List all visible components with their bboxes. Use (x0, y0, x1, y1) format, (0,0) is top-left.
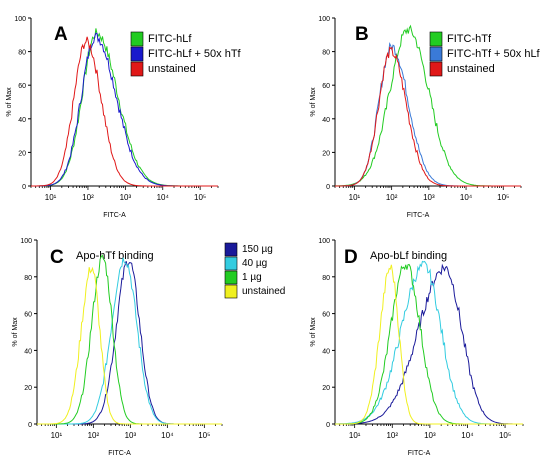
y-tick-label: 100 (318, 16, 330, 23)
x-tick-label: 10¹ (51, 431, 63, 440)
x-tick-label: 10¹ (349, 193, 361, 202)
legend-swatch (429, 46, 443, 62)
legend-label: FITC-hLf (148, 33, 192, 45)
panel-letter: A (54, 24, 68, 45)
y-axis-label: % of Max (6, 87, 13, 117)
y-tick-label: 60 (18, 83, 26, 90)
x-tick-label: 10³ (424, 431, 436, 440)
legend: FITC-hLf FITC-hLf + 50x hTf unstained (130, 31, 242, 77)
legend: FITC-hTf FITC-hTf + 50x hLf unstained (429, 31, 541, 77)
x-tick-label: 10⁵ (497, 193, 509, 202)
histogram-line-3 (335, 263, 523, 425)
y-tick-label: 80 (24, 275, 32, 282)
panel-a: 0 20 40 60 80 100 % of Max 10¹ 10² 10³ 10⁴ 10⁵ FITC-… (6, 16, 242, 219)
legend-swatch (429, 61, 443, 77)
y-tick-label: 0 (326, 422, 330, 429)
legend-swatch (130, 31, 144, 47)
legend-swatch (130, 61, 144, 77)
x-tick-label: 10⁴ (460, 193, 473, 202)
histogram-line-2 (335, 260, 523, 425)
x-tick-label: 10¹ (349, 431, 361, 440)
x-tick-label: 10⁵ (198, 431, 210, 440)
legend-label: 40 µg (242, 258, 267, 269)
y-tick-label: 40 (18, 117, 26, 124)
y-tick-label: 60 (322, 312, 330, 319)
histogram-line-4 (335, 264, 523, 425)
y-tick-label: 80 (322, 275, 330, 282)
legend-swatch (224, 284, 238, 299)
legend-label: FITC-hTf + 50x hLf (447, 48, 541, 60)
x-tick-label: 10³ (125, 431, 137, 440)
panel-title: Apo-hTf binding (76, 250, 154, 262)
histogram-line-3 (335, 46, 521, 187)
y-tick-label: 100 (14, 16, 26, 23)
y-tick-label: 20 (322, 150, 330, 157)
x-tick-label: 10³ (423, 193, 435, 202)
legend-label: unstained (447, 63, 495, 75)
y-tick-label: 100 (20, 238, 32, 245)
y-tick-label: 20 (322, 385, 330, 392)
legend-swatch (224, 256, 238, 271)
legend-label: 1 µg (242, 272, 262, 283)
x-axis-label: FITC-A (408, 450, 431, 456)
panel-letter: B (355, 24, 369, 45)
legend-label: unstained (242, 286, 285, 297)
y-axis-label: % of Max (310, 317, 317, 347)
legend-label: FITC-hLf + 50x hTf (148, 48, 242, 60)
x-tick-label: 10⁴ (161, 431, 174, 440)
y-tick-label: 100 (318, 238, 330, 245)
legend-swatch (429, 31, 443, 47)
y-tick-label: 0 (22, 184, 26, 191)
panel-letter: D (344, 247, 358, 268)
y-axis-label: % of Max (12, 317, 19, 347)
y-tick-label: 60 (24, 312, 32, 319)
x-tick-label: 10⁴ (157, 193, 170, 202)
y-tick-label: 60 (322, 83, 330, 90)
x-axis-label: FITC-A (407, 212, 430, 219)
y-tick-label: 0 (326, 184, 330, 191)
x-tick-label: 10⁴ (461, 431, 474, 440)
x-tick-label: 10¹ (45, 193, 57, 202)
y-tick-label: 20 (18, 150, 26, 157)
y-tick-label: 80 (18, 50, 26, 57)
x-axis-label: FITC-A (108, 450, 131, 456)
legend-label: FITC-hTf (447, 33, 492, 45)
x-tick-label: 10² (386, 431, 398, 440)
panel-letter: C (50, 247, 64, 268)
panel-d: 0 20 40 60 80 100 % of Max 10¹ 10² 10³ 10⁴ 10⁵ FITC-… (310, 238, 524, 457)
x-tick-label: 10³ (120, 193, 132, 202)
legend-label: unstained (148, 63, 196, 75)
histogram-line-1 (335, 263, 523, 425)
y-tick-label: 20 (24, 385, 32, 392)
legend-swatch (224, 270, 238, 285)
x-axis-label: FITC-A (103, 212, 126, 219)
y-tick-label: 40 (24, 348, 32, 355)
legend-label: 150 µg (242, 244, 273, 255)
legend-swatch (224, 242, 238, 257)
x-tick-label: 10² (386, 193, 398, 202)
x-tick-label: 10⁵ (194, 193, 206, 202)
y-tick-label: 0 (28, 422, 32, 429)
x-tick-label: 10⁵ (499, 431, 511, 440)
y-tick-label: 80 (322, 50, 330, 57)
legend: 150 µg 40 µg 1 µg unstained (224, 242, 285, 299)
histogram-line-3 (37, 254, 222, 425)
histogram-line-3 (31, 36, 218, 187)
panel-b: 0 20 40 60 80 100 % of Max 10¹ 10² 10³ 10⁴ 10⁵ FITC-… (310, 16, 541, 219)
y-tick-label: 40 (322, 117, 330, 124)
legend-swatch (130, 46, 144, 62)
y-tick-label: 40 (322, 348, 330, 355)
histogram-line-2 (37, 257, 222, 425)
x-tick-label: 10² (88, 431, 100, 440)
panel-title: Apo-bLf binding (370, 250, 447, 262)
histogram-line-1 (37, 261, 222, 425)
x-tick-label: 10² (82, 193, 94, 202)
panel-c: 0 20 40 60 80 100 % of Max 10¹ 10² 10³ 10⁴ 10⁵ FITC-… (12, 238, 285, 457)
y-axis-label: % of Max (310, 87, 317, 117)
histogram-line-4 (37, 266, 222, 425)
